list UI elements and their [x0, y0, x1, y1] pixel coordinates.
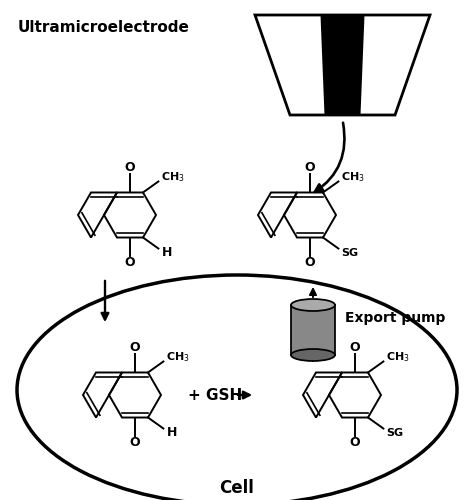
Text: CH$_3$: CH$_3$	[166, 350, 190, 364]
Text: CH$_3$: CH$_3$	[386, 350, 410, 364]
Text: Ultramicroelectrode: Ultramicroelectrode	[18, 20, 190, 36]
Polygon shape	[320, 15, 365, 115]
Text: O: O	[350, 436, 360, 449]
Ellipse shape	[291, 299, 335, 311]
Polygon shape	[291, 305, 335, 355]
Text: H: H	[166, 426, 177, 439]
Text: O: O	[130, 341, 140, 354]
Text: CH$_3$: CH$_3$	[162, 170, 185, 184]
Text: O: O	[305, 256, 315, 269]
Text: O: O	[125, 256, 135, 269]
Text: H: H	[162, 246, 172, 259]
Text: O: O	[130, 436, 140, 449]
Text: O: O	[125, 161, 135, 174]
Ellipse shape	[291, 349, 335, 361]
Text: SG: SG	[386, 428, 403, 438]
FancyArrowPatch shape	[315, 122, 345, 192]
Text: O: O	[305, 161, 315, 174]
Text: O: O	[350, 341, 360, 354]
Text: SG: SG	[341, 248, 358, 258]
Text: + GSH: + GSH	[188, 388, 242, 402]
Text: Export pump: Export pump	[345, 311, 446, 325]
Text: Cell: Cell	[219, 479, 255, 497]
Text: CH$_3$: CH$_3$	[341, 170, 365, 184]
